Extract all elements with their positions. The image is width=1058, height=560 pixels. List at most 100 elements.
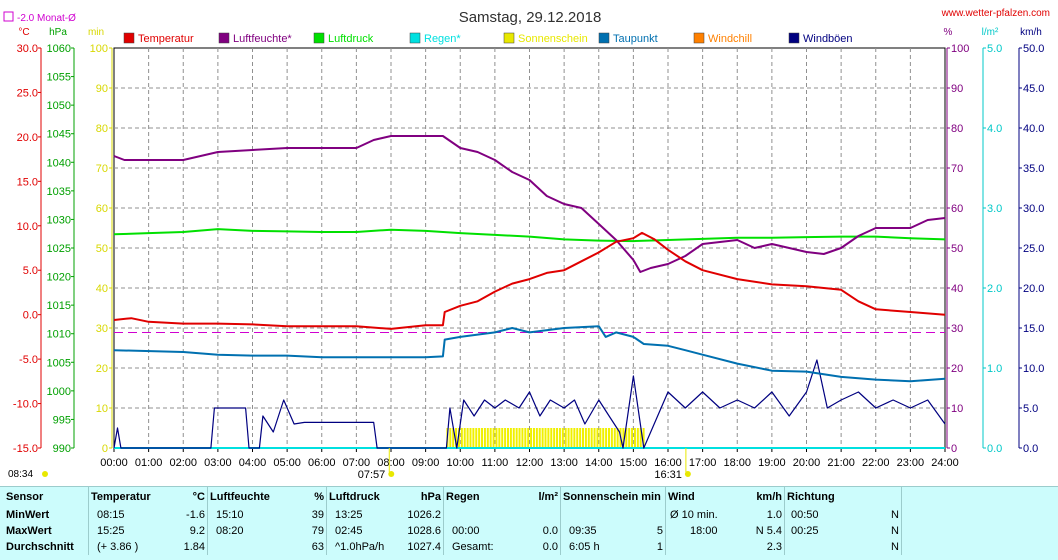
legend-label: Windböen <box>803 33 853 45</box>
sunrise-label: 07:57 <box>358 469 386 481</box>
stats-header-direction: Richtung <box>784 487 859 507</box>
sunshine-bar <box>469 428 472 448</box>
stats-wind-value: 1.0 <box>766 509 782 521</box>
sunshine-bar <box>553 428 556 448</box>
legend-swatch <box>788 32 800 44</box>
sunshine-bar <box>501 428 504 448</box>
temperature-tick-label: -15.0 <box>13 443 38 455</box>
pressure-tick-label: 1025 <box>47 243 71 255</box>
sunshine-bar <box>607 428 610 448</box>
pressure-tick-label: 1040 <box>47 157 71 169</box>
sunshine-bar <box>472 428 475 448</box>
sunshine-bar <box>625 428 628 448</box>
sunshine-bar <box>605 428 608 448</box>
sunshine-bar <box>541 428 544 448</box>
sunshine-bar <box>506 428 509 448</box>
pressure-tick-label: 1030 <box>47 214 71 226</box>
sunshine-bar <box>535 428 538 448</box>
x-tick-label: 00:00 <box>100 457 128 469</box>
stats-temp-time: (+ 3.86 ) <box>88 539 165 555</box>
pressure-unit-label: hPa <box>49 27 67 38</box>
pressure-tick-label: 1000 <box>47 386 71 398</box>
sunshine-bar <box>495 428 498 448</box>
stats-blank-cell <box>901 523 1026 539</box>
sunshine-tick-label: 80 <box>96 123 108 135</box>
humidity-tick-label: 90 <box>951 83 963 95</box>
stats-sunshine-time <box>559 507 644 523</box>
rain-tick-label: 0.0 <box>987 443 1002 455</box>
stats-sunshine-time: 6:05 h <box>559 539 644 555</box>
stats-rain-time: Gesamt: <box>443 539 512 555</box>
x-tick-label: 23:00 <box>897 457 925 469</box>
sunshine-bar <box>498 428 501 448</box>
humidity-tick-label: 60 <box>951 203 963 215</box>
wind-tick-label: 40.0 <box>1023 123 1044 135</box>
stats-sunshine-value: 1 <box>656 541 663 553</box>
stats-humidity-time: 15:10 <box>207 507 292 523</box>
sunshine-tick-label: 40 <box>96 283 108 295</box>
sunshine-bar <box>455 428 458 448</box>
temperature-tick-label: 10.0 <box>17 221 38 233</box>
website-link[interactable]: www.wetter-pfalzen.com <box>941 8 1050 19</box>
humidity-tick-label: 10 <box>951 403 963 415</box>
wind-tick-label: 50.0 <box>1023 43 1044 55</box>
stats-header-sunshine: Sonnenschein min <box>560 487 666 507</box>
pressure-tick-label: 1060 <box>47 43 71 55</box>
stats-pressure-value: 1028.6 <box>407 525 441 537</box>
rain-tick-label: 2.0 <box>987 283 1002 295</box>
stats-rain-value: 0.0 <box>542 525 558 537</box>
temperature-unit-label: °C <box>18 27 29 38</box>
sunshine-bar <box>610 428 613 448</box>
legend-label: Luftfeuchte* <box>233 33 292 45</box>
stats-direction-time: 00:25 <box>784 523 859 539</box>
stats-pressure-time: ^1.0hPa/h <box>326 539 399 555</box>
stats-direction-value: N <box>891 509 899 521</box>
legend-swatch <box>313 32 325 44</box>
sunshine-bar <box>593 428 596 448</box>
pressure-tick-label: 1015 <box>47 300 71 312</box>
stats-sunshine-value: 5 <box>656 525 663 537</box>
wind-tick-label: 30.0 <box>1023 203 1044 215</box>
sunshine-bar <box>570 428 573 448</box>
sunset-label: 16:31 <box>654 469 682 481</box>
sunshine-bar <box>582 428 585 448</box>
sunshine-tick-label: 20 <box>96 363 108 375</box>
moon-icon <box>42 471 48 477</box>
statistics-panel: Sensor Temperatur °C Luftfeuchte % Luftd… <box>0 486 1058 560</box>
wind-tick-label: 0.0 <box>1023 443 1038 455</box>
sunshine-bar <box>527 428 530 448</box>
stats-header-direction-spacer <box>859 487 902 507</box>
stats-direction-value: N <box>891 541 899 553</box>
humidity-tick-label: 0 <box>951 443 957 455</box>
sunshine-bar <box>622 428 625 448</box>
sunshine-bar <box>636 428 639 448</box>
sunshine-bar <box>463 428 466 448</box>
x-tick-label: 19:00 <box>758 457 786 469</box>
sunshine-bar <box>486 428 489 448</box>
stats-rain-time: 00:00 <box>443 523 512 539</box>
wind-gusts-line <box>113 359 946 449</box>
x-tick-label: 05:00 <box>273 457 301 469</box>
sunshine-bar <box>547 428 550 448</box>
x-tick-label: 14:00 <box>585 457 613 469</box>
sunshine-bar <box>628 428 631 448</box>
stats-blank-cell <box>901 507 1026 523</box>
x-tick-label: 04:00 <box>239 457 267 469</box>
sunshine-bar <box>481 428 484 448</box>
stats-pressure-time: 13:25 <box>326 507 399 523</box>
wind-tick-label: 20.0 <box>1023 283 1044 295</box>
temperature-tick-label: 30.0 <box>17 43 38 55</box>
legend-label: Taupunkt <box>613 33 658 45</box>
temperature-tick-label: 0.0 <box>23 310 38 322</box>
stats-header-rain-unit: l/m² <box>538 491 558 503</box>
stats-row-average: Durchschnitt (+ 3.86 ) 1.84 63 ^1.0hPa/h… <box>0 539 1026 555</box>
stats-temp-value: 1.84 <box>183 541 205 553</box>
sunshine-bar <box>544 428 547 448</box>
pressure-tick-label: 995 <box>53 414 71 426</box>
humidity-line <box>113 135 946 273</box>
sunshine-tick-label: 0 <box>102 443 108 455</box>
temperature-tick-label: 5.0 <box>23 265 38 277</box>
stats-header-sensor: Sensor <box>6 491 44 503</box>
sunshine-bar <box>567 428 570 448</box>
legend-label: Regen* <box>424 33 461 45</box>
